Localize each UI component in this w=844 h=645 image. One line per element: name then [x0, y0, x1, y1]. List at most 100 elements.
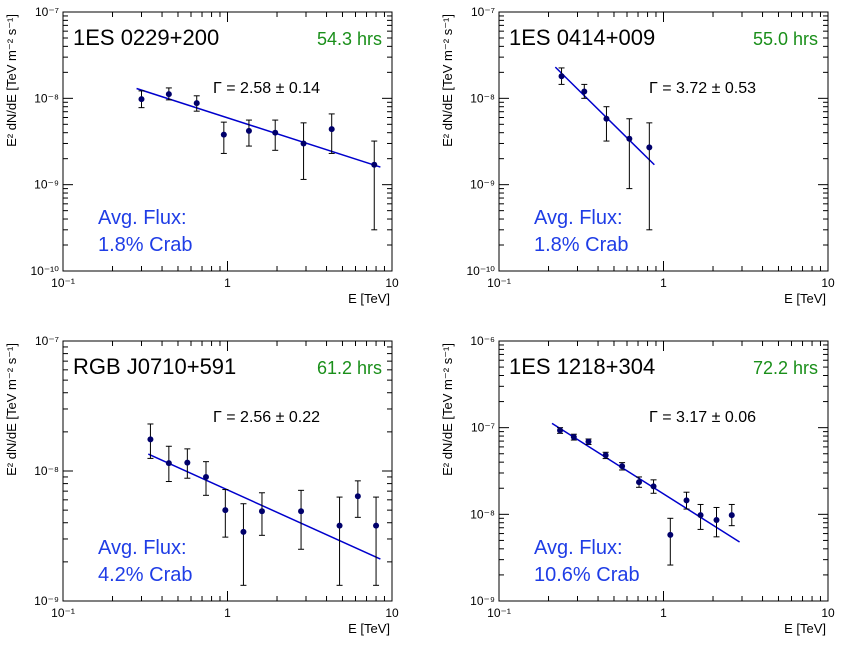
chart-4-x-tick-label: 1 — [660, 606, 667, 620]
chart-4-data-point — [570, 434, 577, 441]
chart-1-y-tick-label: 10⁻⁹ — [34, 178, 59, 192]
chart-3-data-point — [336, 522, 343, 529]
chart-1-x-tick-label: 10 — [385, 276, 399, 290]
chart-4-flux-label: Avg. Flux: — [534, 537, 623, 559]
chart-2-flux-value: 1.8% Crab — [534, 234, 629, 256]
chart-4-data-point — [650, 483, 657, 490]
chart-1: 10⁻¹ 1 10 10⁻¹⁰ 10⁻⁹ 10⁻⁸ 10⁻⁷ E [TeV] E² dN/dE … — [4, 5, 399, 306]
chart-1-x-tick-label: 1 — [224, 276, 231, 290]
chart-4-data-point — [697, 512, 704, 519]
chart-3-y-tick-label: 10⁻⁹ — [34, 594, 59, 608]
chart-3-data-point — [258, 508, 265, 515]
chart-4-title: 1ES 1218+304 — [509, 354, 655, 379]
chart-2-data-point — [626, 135, 633, 142]
chart-2-x-tick-label: 10⁻¹ — [487, 276, 511, 290]
chart-4: 10⁻¹ 1 10 10⁻⁹ 10⁻⁸ 10⁻⁷ 10⁻⁶ E [TeV] E² dN/dE [… — [440, 334, 835, 636]
chart-2-y-tick-label: 10⁻¹⁰ — [467, 264, 496, 278]
chart-4-data-point — [713, 517, 720, 524]
chart-4-x-tick-label: 10 — [821, 606, 835, 620]
chart-1-frame — [62, 11, 393, 272]
chart-1-data-point — [193, 100, 200, 107]
chart-1-flux-value: 1.8% Crab — [98, 234, 193, 256]
chart-3-index-label: Γ = 2.56 ± 0.22 — [213, 409, 320, 426]
chart-2-y-tick-label: 10⁻⁸ — [470, 91, 495, 105]
chart-1-data-point — [300, 140, 307, 147]
chart-4-exposure: 72.2 hrs — [753, 358, 818, 378]
chart-4-y-tick-label: 10⁻⁶ — [470, 334, 495, 348]
chart-1-flux-label: Avg. Flux: — [98, 207, 187, 229]
chart-2-data-point — [603, 115, 610, 122]
chart-3-exposure: 61.2 hrs — [317, 358, 382, 378]
chart-4-data-point — [585, 438, 592, 445]
chart-2-title: 1ES 0414+009 — [509, 25, 655, 50]
chart-1-data-point — [272, 129, 279, 136]
chart-4-ylabel: E² dN/dE [TeV m⁻² s⁻¹] — [440, 343, 455, 476]
chart-3-flux-value: 4.2% Crab — [98, 564, 193, 586]
chart-2-x-tick-label: 1 — [660, 276, 667, 290]
chart-1-title: 1ES 0229+200 — [73, 25, 219, 50]
chart-4-frame — [498, 340, 829, 602]
chart-2-exposure: 55.0 hrs — [753, 29, 818, 49]
chart-1-data-point — [165, 91, 172, 98]
chart-4-x-tick-label: 10⁻¹ — [487, 606, 511, 620]
chart-2-x-tick-label: 10 — [821, 276, 835, 290]
chart-3-x-tick-label: 10⁻¹ — [51, 606, 75, 620]
chart-3-y-tick-label: 10⁻⁸ — [34, 464, 59, 478]
chart-4-index-label: Γ = 3.17 ± 0.06 — [649, 409, 756, 426]
chart-1-data-point — [371, 161, 378, 168]
chart-2-frame — [498, 11, 829, 272]
chart-3-title: RGB J0710+591 — [73, 354, 236, 379]
chart-2-index-label: Γ = 3.72 ± 0.53 — [649, 80, 756, 97]
chart-1-data-point — [138, 96, 145, 103]
chart-3-data-point — [165, 460, 172, 467]
chart-1-data-point — [328, 126, 335, 133]
chart-3-x-tick-label: 10 — [385, 606, 399, 620]
chart-1-index-label: Γ = 2.58 ± 0.14 — [213, 80, 320, 97]
chart-4-fit-line — [551, 422, 740, 543]
chart-3-data-point — [202, 473, 209, 480]
chart-1-y-tick-label: 10⁻⁷ — [35, 5, 59, 19]
chart-3-x-tick-label: 1 — [224, 606, 231, 620]
chart-4-y-tick-label: 10⁻⁹ — [470, 594, 495, 608]
chart-1-ylabel: E² dN/dE [TeV m⁻² s⁻¹] — [4, 14, 19, 147]
chart-1-fit-line — [136, 87, 381, 168]
chart-3-data-point — [298, 508, 305, 515]
chart-1-y-tick-label: 10⁻¹⁰ — [31, 264, 60, 278]
chart-4-data-point — [602, 452, 609, 459]
chart-4-y-tick-label: 10⁻⁷ — [471, 421, 495, 435]
chart-3-data-point — [222, 507, 229, 514]
chart-3-xlabel: E [TeV] — [348, 621, 390, 636]
chart-4-xlabel: E [TeV] — [784, 621, 826, 636]
chart-4-data-point — [667, 531, 674, 538]
chart-1-data-point — [245, 127, 252, 134]
chart-2-data-point — [581, 88, 588, 95]
chart-1-xlabel: E [TeV] — [348, 291, 390, 306]
chart-3: 10⁻¹ 1 10 10⁻⁹ 10⁻⁸ 10⁻⁷ E [TeV] E² dN/dE [TeV … — [4, 334, 399, 636]
chart-4-data-point — [636, 479, 643, 486]
chart-2-data-point — [558, 73, 565, 80]
chart-1-exposure: 54.3 hrs — [317, 29, 382, 49]
chart-3-data-point — [240, 528, 247, 535]
chart-2-xlabel: E [TeV] — [784, 291, 826, 306]
chart-2: 10⁻¹ 1 10 10⁻¹⁰ 10⁻⁹ 10⁻⁸ 10⁻⁷ E [TeV] E² dN/dE … — [440, 5, 835, 306]
chart-4-data-point — [728, 512, 735, 519]
chart-2-flux-label: Avg. Flux: — [534, 207, 623, 229]
chart-3-data-point — [147, 436, 154, 443]
chart-1-y-tick-label: 10⁻⁸ — [34, 91, 59, 105]
chart-4-data-point — [619, 463, 626, 470]
chart-2-y-tick-label: 10⁻⁷ — [471, 5, 495, 19]
chart-3-data-point — [373, 522, 380, 529]
chart-3-ylabel: E² dN/dE [TeV m⁻² s⁻¹] — [4, 343, 19, 476]
chart-3-flux-label: Avg. Flux: — [98, 537, 187, 559]
chart-1-x-tick-label: 10⁻¹ — [51, 276, 75, 290]
chart-4-data-point — [557, 427, 564, 434]
chart-2-fit-line — [554, 66, 655, 166]
chart-4-y-tick-label: 10⁻⁸ — [470, 507, 495, 521]
chart-4-flux-value: 10.6% Crab — [534, 564, 640, 586]
chart-2-y-tick-label: 10⁻⁹ — [470, 178, 495, 192]
chart-3-data-point — [184, 459, 191, 466]
chart-2-data-point — [646, 144, 653, 151]
chart-2-ylabel: E² dN/dE [TeV m⁻² s⁻¹] — [440, 14, 455, 147]
